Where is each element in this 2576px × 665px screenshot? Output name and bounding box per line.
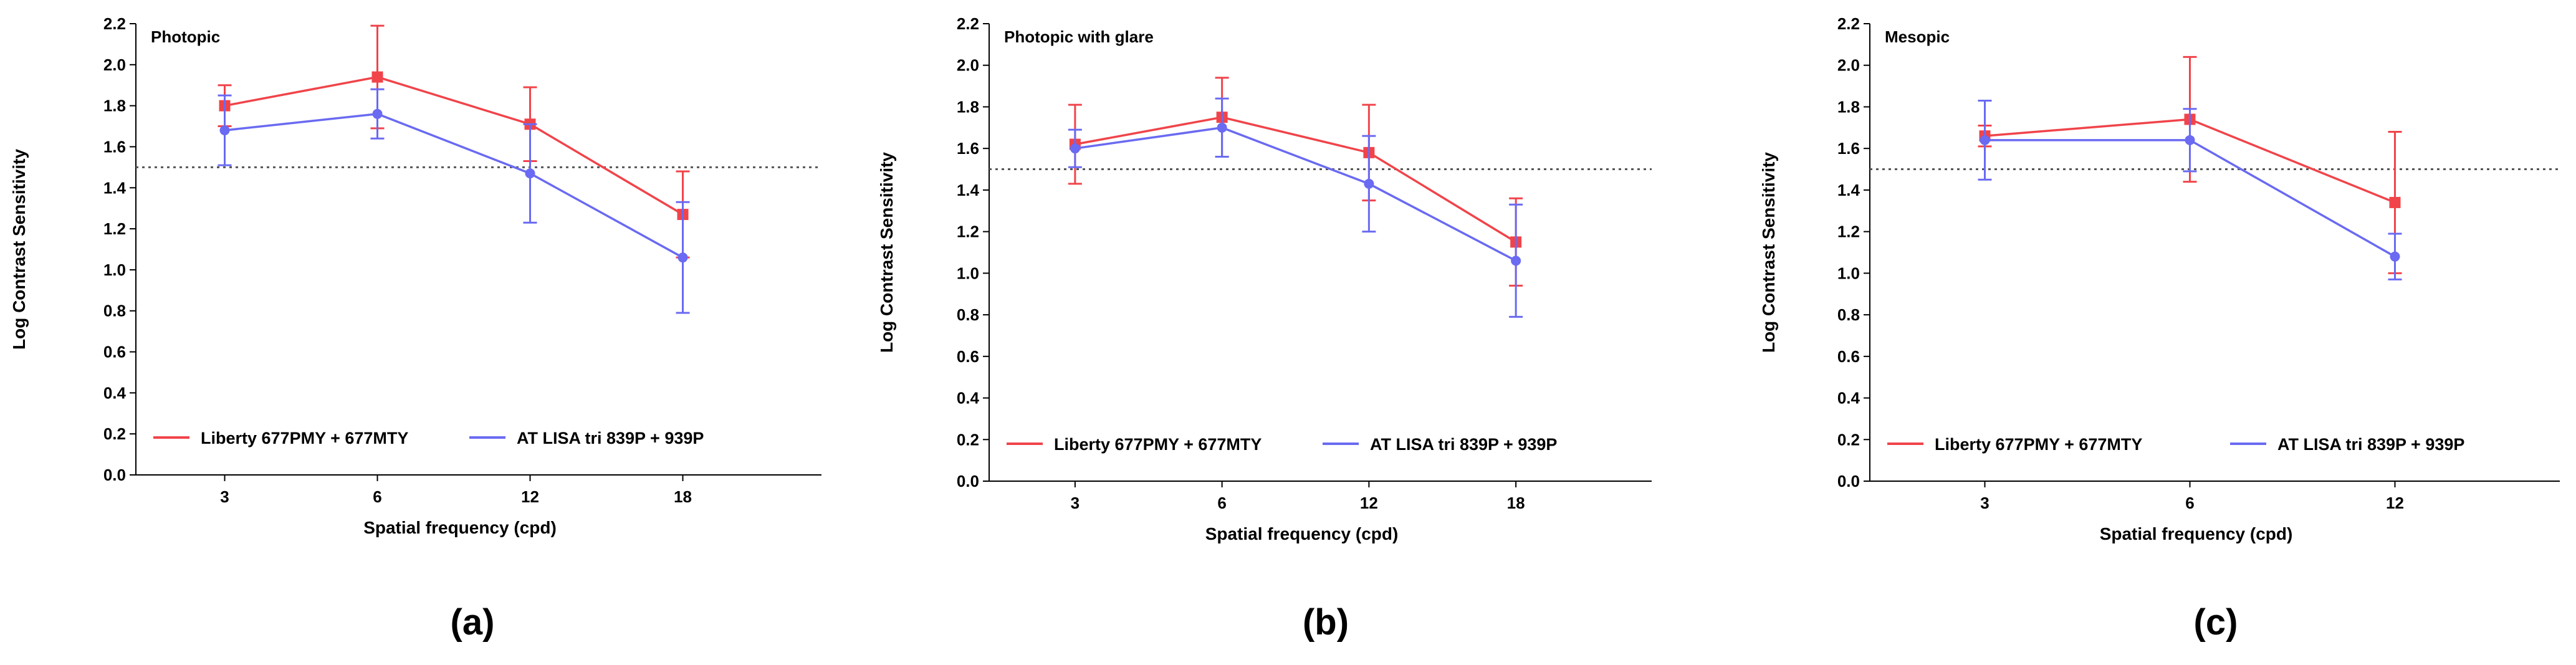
y-tick-label: 2.0 [957, 56, 979, 75]
series-liberty [1068, 77, 1523, 287]
y-tick-label: 0.4 [957, 389, 980, 408]
data-point-circle [2390, 251, 2400, 262]
y-tick-label: 0.2 [957, 430, 979, 449]
y-tick-label: 2.0 [103, 55, 126, 74]
y-tick-label: 2.2 [1837, 14, 1860, 33]
data-point-circle [2185, 135, 2195, 145]
legend-label-at-lisa: AT LISA tri 839P + 939P [1370, 435, 1557, 454]
x-tick-label: 6 [2185, 494, 2194, 512]
legend-label-liberty: Liberty 677PMY + 677MTY [1054, 435, 1262, 454]
data-point-circle [1070, 143, 1080, 154]
data-point-circle [678, 252, 688, 263]
y-tick-label: 1.6 [957, 139, 979, 158]
data-point-square [371, 71, 383, 83]
y-tick-label: 1.0 [1837, 264, 1860, 282]
panel-caption: (b) [1303, 602, 1349, 643]
y-tick-label: 0.8 [103, 302, 126, 320]
chart-panel-2: 0.0 0.2 0.4 0.6 0.8 1.0 1.2 1.4 1.6 1.8 2.0 2.2 3 6 12… [877, 14, 1652, 543]
legend-label-at-lisa: AT LISA tri 839P + 939P [2277, 435, 2464, 454]
y-tick-label: 0.4 [103, 383, 127, 402]
data-point-circle [372, 108, 383, 119]
series-at-lisa [1978, 99, 2402, 280]
legend-label-liberty: Liberty 677PMY + 677MTY [201, 429, 408, 447]
x-tick-label: 3 [1071, 494, 1080, 512]
series-line [224, 113, 684, 259]
y-tick-label: 0.0 [1837, 472, 1860, 490]
x-tick-label: 3 [1980, 494, 1989, 512]
x-tick-label: 18 [674, 487, 692, 506]
y-tick-label: 0.8 [1837, 305, 1860, 324]
panel-caption: (a) [451, 602, 495, 643]
y-tick-label: 1.2 [1837, 222, 1860, 241]
legend: Liberty 677PMY + 677MTY AT LISA tri 839P … [1887, 435, 2464, 454]
panel-title: Mesopic [1885, 27, 1950, 46]
y-tick-label: 0.2 [103, 424, 126, 443]
chart-panel-3: 0.0 0.2 0.4 0.6 0.8 1.0 1.2 1.4 1.6 1.8 2.0 2.2 3 6 12… [1759, 14, 2560, 543]
data-point-circle [219, 125, 230, 136]
y-tick-label: 1.0 [103, 261, 126, 279]
data-point-circle [1364, 178, 1374, 189]
y-tick-label: 1.6 [103, 137, 126, 156]
data-point-circle [1217, 122, 1227, 133]
y-tick-label: 0.8 [957, 305, 979, 324]
y-tick-label: 1.8 [1837, 97, 1860, 116]
y-tick-label: 0.4 [1837, 389, 1860, 408]
x-tick-label: 6 [1217, 494, 1226, 512]
y-tick-label: 1.4 [1837, 181, 1860, 199]
panel-title: Photopic [151, 27, 220, 46]
y-tick-label: 1.2 [103, 219, 126, 238]
y-tick-label: 2.2 [957, 14, 979, 33]
x-tick-label: 18 [1507, 494, 1525, 512]
y-axis-title: Log Contrast Sensitivity [1759, 152, 1778, 353]
x-tick-label: 12 [2386, 494, 2404, 512]
series-at-lisa [218, 88, 690, 314]
series-line [1075, 116, 1517, 243]
y-tick-label: 0.6 [957, 347, 979, 366]
x-tick-label: 12 [1360, 494, 1378, 512]
series-line [1075, 127, 1516, 262]
x-tick-label: 6 [373, 487, 381, 506]
y-tick-label: 1.8 [957, 97, 979, 116]
legend-label-at-lisa: AT LISA tri 839P + 939P [517, 429, 704, 447]
data-point-circle [1511, 256, 1521, 266]
series-line [224, 75, 684, 216]
data-point-square [2389, 196, 2401, 208]
y-tick-label: 1.8 [103, 97, 126, 115]
x-axis-title: Spatial frequency (cpd) [2100, 524, 2293, 543]
y-axis-title: Log Contrast Sensitivity [877, 152, 896, 353]
y-tick-label: 0.0 [957, 472, 979, 490]
x-tick-label: 12 [521, 487, 539, 506]
y-tick-label: 1.0 [957, 264, 979, 282]
panel-caption: (c) [2194, 602, 2238, 643]
panel-title: Photopic with glare [1004, 27, 1154, 46]
y-tick-label: 2.0 [1837, 56, 1860, 75]
x-axis-title: Spatial frequency (cpd) [1205, 524, 1399, 543]
y-tick-label: 1.4 [103, 178, 127, 197]
legend: Liberty 677PMY + 677MTY AT LISA tri 839P … [153, 429, 704, 447]
series-at-lisa [1068, 97, 1523, 318]
y-tick-label: 1.6 [1837, 139, 1860, 158]
x-tick-label: 3 [220, 487, 229, 506]
y-tick-label: 0.2 [1837, 430, 1860, 449]
y-tick-label: 0.0 [103, 466, 126, 484]
chart-panel-1: 0.0 0.2 0.4 0.6 0.8 1.0 1.2 1.4 1.6 1.8 2.0 2.2 3 6 12… [9, 14, 821, 537]
data-point-circle [1980, 135, 1990, 145]
x-axis-title: Spatial frequency (cpd) [363, 518, 557, 537]
y-tick-label: 0.6 [1837, 347, 1860, 366]
y-tick-label: 2.2 [103, 14, 126, 33]
y-tick-label: 1.4 [957, 181, 980, 199]
y-tick-label: 1.2 [957, 222, 979, 241]
legend: Liberty 677PMY + 677MTY AT LISA tri 839P … [1007, 435, 1557, 454]
y-axis-title: Log Contrast Sensitivity [9, 149, 29, 350]
y-tick-label: 0.6 [103, 343, 126, 361]
legend-label-liberty: Liberty 677PMY + 677MTY [1935, 435, 2142, 454]
data-point-circle [525, 168, 535, 179]
